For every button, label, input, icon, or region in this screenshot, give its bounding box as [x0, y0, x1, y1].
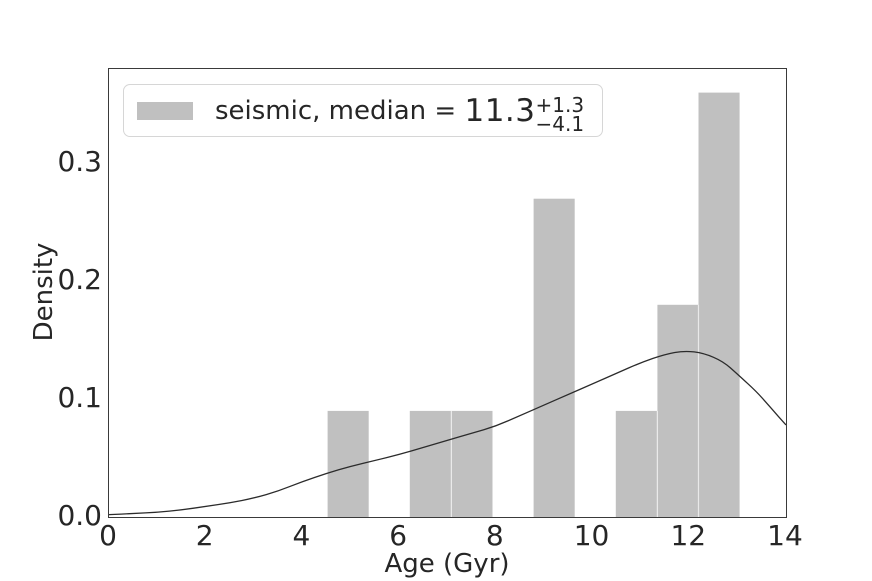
- x-tick-label: 14: [767, 519, 803, 552]
- plot-area: [108, 68, 787, 518]
- kde-curve: [109, 350, 786, 516]
- x-tick-label: 8: [485, 519, 504, 552]
- y-tick-label: 0.1: [57, 381, 102, 415]
- histogram-bar: [615, 410, 658, 517]
- histogram-bar: [533, 198, 575, 517]
- histogram-bar: [657, 304, 699, 517]
- legend-label: seismic, median = 11.3 +1.3 −4.1: [215, 92, 584, 134]
- x-tick-label: 10: [573, 519, 610, 552]
- legend-error-stack: +1.3 −4.1: [535, 92, 585, 136]
- y-tick-label: 0.0: [57, 499, 102, 532]
- legend-swatch: [137, 101, 193, 120]
- y-tick-label: 0.3: [57, 145, 102, 179]
- x-tick-label: 12: [670, 519, 707, 552]
- x-tick-label: 2: [195, 519, 214, 552]
- x-tick-label: 6: [389, 519, 408, 552]
- x-tick-label: 0: [99, 519, 117, 552]
- y-tick-label: 0.2: [57, 263, 102, 297]
- plot-svg: [109, 92, 786, 517]
- legend-upper-error: +1.3: [535, 92, 585, 117]
- histogram-bar: [451, 410, 493, 517]
- x-tick-label: 4: [292, 519, 311, 552]
- x-axis-label: Age (Gyr): [384, 549, 510, 579]
- legend-median-value: 11.3: [464, 92, 536, 129]
- legend-lower-error: −4.1: [535, 111, 585, 136]
- histogram-bar: [698, 92, 740, 517]
- legend: seismic, median = 11.3 +1.3 −4.1: [123, 84, 604, 137]
- histogram-bar: [409, 410, 452, 517]
- legend-label-prefix: seismic, median =: [215, 95, 465, 126]
